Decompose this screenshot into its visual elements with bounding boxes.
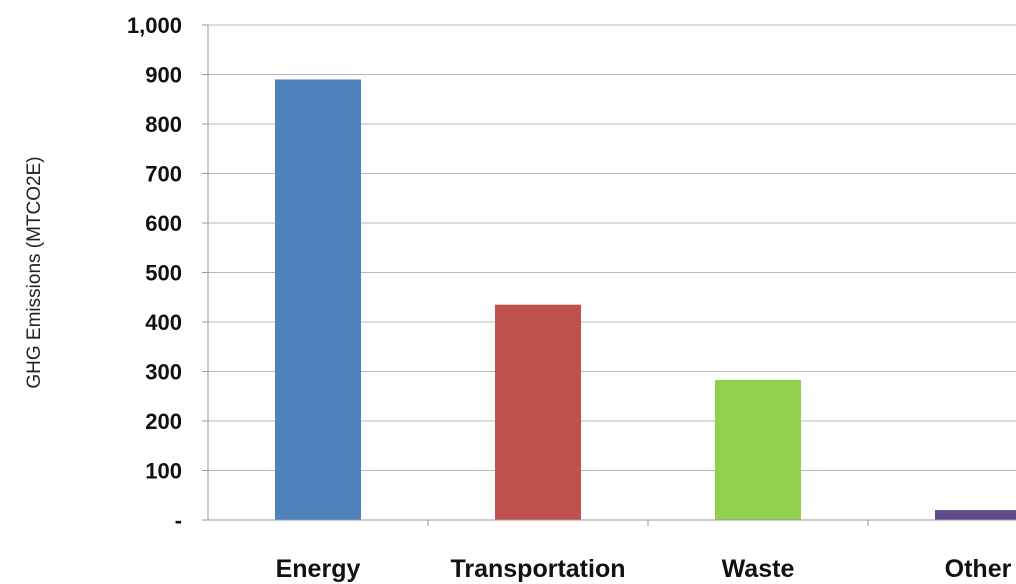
y-tick-label: 200 [145, 409, 182, 434]
y-axis-title: GHG Emissions (MTCO2E) [24, 156, 45, 388]
x-category-label: Other [945, 555, 1012, 583]
x-category-label: Transportation [450, 555, 625, 583]
y-tick-label: 500 [145, 261, 182, 286]
bar-energy [275, 79, 361, 520]
bar-waste [715, 379, 801, 520]
y-tick-label: 700 [145, 162, 182, 187]
y-tick-label: 800 [145, 112, 182, 137]
y-tick-label: 600 [145, 211, 182, 236]
axes [202, 24, 1016, 526]
bar-transportation [495, 304, 581, 520]
x-category-label: Waste [722, 555, 795, 583]
labels: - 100 200 300 400 500 600 700 800 900 1,000 Energy T… [127, 13, 1012, 583]
y-tick-label: 900 [145, 63, 182, 88]
x-category-label: Energy [276, 555, 361, 583]
bar-other [935, 510, 1016, 520]
y-tick-label: 400 [145, 310, 182, 335]
y-tick-label: 100 [145, 459, 182, 484]
y-tick-label: 1,000 [127, 13, 182, 38]
y-tick-label: 300 [145, 360, 182, 385]
bars [275, 79, 1016, 520]
y-tick-label: - [175, 508, 182, 533]
